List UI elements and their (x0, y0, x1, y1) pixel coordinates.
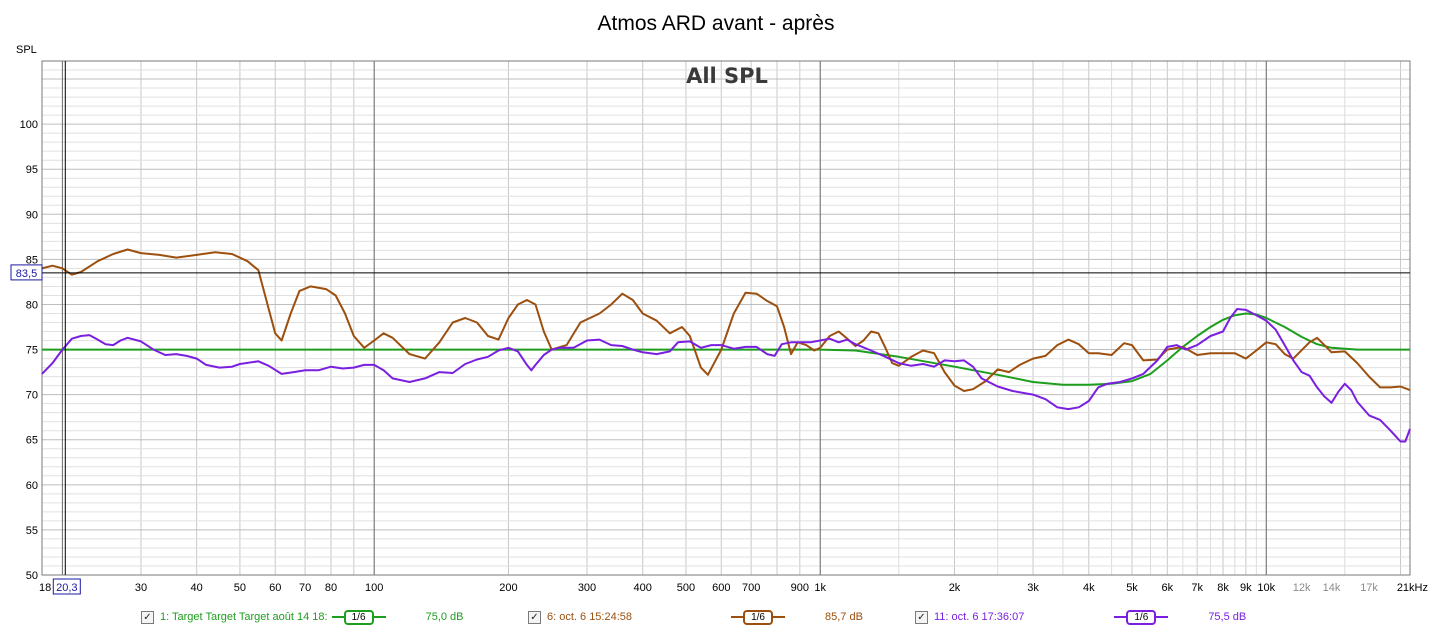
series-6-name: 6: oct. 6 15:24:58 (547, 611, 633, 623)
x-tick-label: 70 (299, 582, 311, 594)
x-tick-label: 1k (814, 582, 826, 594)
chart-title: Atmos ARD avant - après (598, 12, 835, 35)
cursor-x-readout: 20,3 (56, 582, 77, 594)
x-tick-label: 18 (39, 582, 51, 594)
series-1-smoothing: 1/6 (343, 609, 374, 625)
series-6-smoothing: 1/6 (743, 609, 774, 625)
x-tick-label: 4k (1083, 582, 1095, 594)
x-tick-label: 7k (1191, 582, 1203, 594)
x-tick-label: 300 (578, 582, 596, 594)
x-tick-label: 2k (949, 582, 961, 594)
x-tick-label: 14k (1323, 582, 1341, 594)
x-tick-label: 10k (1257, 582, 1275, 594)
cursor-y-readout-box (10, 264, 43, 281)
legend-item-before[interactable]: ✓ 6: oct. 6 15:24:58 1/6 85,7 dB (528, 608, 863, 626)
series-11-smoothing: 1/6 (1126, 609, 1157, 625)
series-6-level: 85,7 dB (825, 611, 863, 623)
x-tick-label: 80 (325, 582, 337, 594)
x-tick-label: 600 (712, 582, 730, 594)
y-tick-label: 80 (26, 299, 38, 311)
legend-item-target[interactable]: ✓ 1: Target Target Target août 14 18: 1/… (141, 608, 464, 626)
series-6-smoothing-swatch[interactable]: 1/6 (731, 609, 786, 625)
x-tick-label: 40 (191, 582, 203, 594)
x-tick-label: 3k (1027, 582, 1039, 594)
x-tick-label: 17k (1360, 582, 1378, 594)
series-line-3 (41, 308, 1411, 443)
x-tick-label: 400 (634, 582, 652, 594)
y-tick-label: 75 (26, 345, 38, 357)
x-tick-label: 900 (791, 582, 809, 594)
y-tick-label: 70 (26, 390, 38, 402)
series-1-smoothing-swatch[interactable]: 1/6 (331, 609, 386, 625)
y-tick-label: 60 (26, 480, 38, 492)
x-tick-label: 30 (135, 582, 147, 594)
cursor-y-readout: 83,5 (16, 268, 37, 280)
plot-background (42, 61, 1410, 575)
x-tick-label: 100 (365, 582, 383, 594)
series-11-level: 75,5 dB (1208, 611, 1247, 623)
y-tick-label: 95 (26, 164, 38, 176)
series-1-level: 75,0 dB (425, 611, 464, 623)
plot-area[interactable]: 50 55 60 65 70 75 80 85 90 95 100 18 30 40 50 60 70 80 100… (10, 60, 1428, 595)
series-6-checkbox[interactable]: ✓ (528, 610, 541, 624)
legend-item-after[interactable]: ✓ 11: oct. 6 17:36:07 1/6 75,5 dB (915, 608, 1246, 626)
y-tick-label: 50 (26, 570, 38, 582)
series-11-checkbox[interactable]: ✓ (915, 610, 928, 624)
y-tick-label: 85 (26, 254, 38, 266)
series-1-checkbox[interactable]: ✓ (141, 610, 154, 624)
y-tick-label: 100 (20, 119, 38, 131)
x-tick-label: 9k (1240, 582, 1252, 594)
y-tick-label: 55 (26, 525, 38, 537)
series-1-name: 1: Target Target Target août 14 18: (160, 611, 328, 623)
plot-label: All SPL (686, 64, 768, 88)
x-tick-label: 12k (1293, 582, 1311, 594)
x-tick-label: 700 (742, 582, 760, 594)
series-11-smoothing-swatch[interactable]: 1/6 (1114, 609, 1169, 625)
y-tick-label: 90 (26, 209, 38, 221)
x-tick-label: 50 (234, 582, 246, 594)
y-axis-label: SPL (16, 44, 37, 56)
x-tick-label: 5k (1126, 582, 1138, 594)
x-tick-label: 500 (677, 582, 695, 594)
x-tick-label: 200 (499, 582, 517, 594)
x-tick-label: 8k (1217, 582, 1229, 594)
x-tick-label: 60 (269, 582, 281, 594)
x-tick-label: 21kHz (1397, 582, 1428, 594)
series-11-name: 11: oct. 6 17:36:07 (934, 611, 1025, 623)
x-tick-label: 6k (1162, 582, 1174, 594)
plot-border (41, 60, 1411, 576)
cursor-x-readout-box (52, 578, 81, 595)
y-tick-label: 65 (26, 435, 38, 447)
